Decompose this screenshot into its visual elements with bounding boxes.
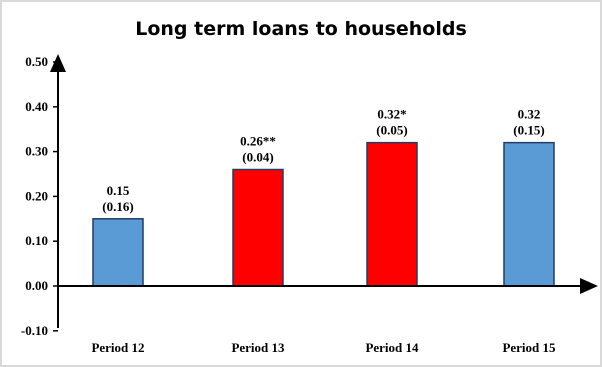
bar xyxy=(503,141,555,287)
x-axis-categories: Period 12 Period 13 Period 14 Period 15 xyxy=(91,340,556,355)
y-axis-ticks: -0.10 0.00 0.10 0.20 0.30 0.40 0.50 xyxy=(21,54,58,338)
y-tick-label: 0.00 xyxy=(25,278,48,293)
data-label-value: 0.32* xyxy=(377,107,406,122)
y-tick-label: 0.20 xyxy=(25,188,48,203)
data-label-value: 0.15 xyxy=(107,183,130,198)
bar xyxy=(232,168,284,287)
y-tick-label: 0.40 xyxy=(25,99,48,114)
y-tick-label: 0.30 xyxy=(25,144,48,159)
y-tick-label: 0.10 xyxy=(25,233,48,248)
data-label-value: 0.26** xyxy=(240,134,276,149)
y-tick-label: -0.10 xyxy=(21,323,48,338)
x-category-label: Period 13 xyxy=(231,340,285,355)
chart-title: Long term loans to households xyxy=(135,18,467,40)
data-labels: 0.15(0.16) 0.26**(0.04) 0.32*(0.05) 0.32(0.… xyxy=(102,107,544,214)
x-category-label: Period 12 xyxy=(91,340,144,355)
bar xyxy=(366,141,418,287)
bar xyxy=(92,218,144,287)
data-label-value: 0.32 xyxy=(518,107,541,122)
data-label-stderr: (0.04) xyxy=(242,150,273,165)
data-label-stderr: (0.15) xyxy=(513,123,544,138)
x-category-label: Period 15 xyxy=(502,340,556,355)
data-label-stderr: (0.16) xyxy=(102,199,133,214)
data-label-stderr: (0.05) xyxy=(376,123,407,138)
x-category-label: Period 14 xyxy=(365,340,419,355)
y-tick-label: 0.50 xyxy=(25,54,48,69)
bars xyxy=(92,141,555,287)
